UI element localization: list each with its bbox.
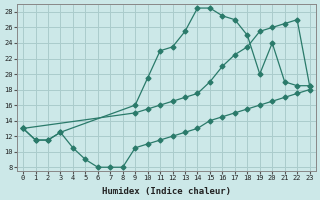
X-axis label: Humidex (Indice chaleur): Humidex (Indice chaleur) [102,187,231,196]
